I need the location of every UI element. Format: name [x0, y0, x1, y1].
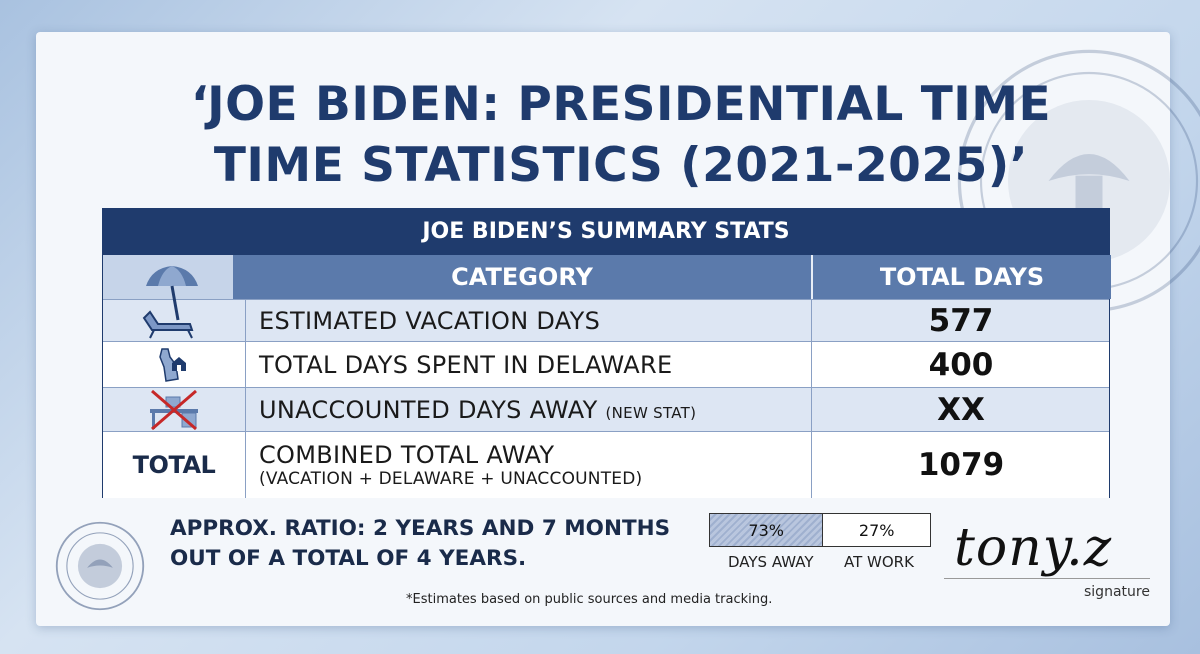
row-label-note: (VACATION + DELAWARE + UNACCOUNTED) — [259, 469, 643, 489]
ratio-line-2: OUT OF A TOTAL OF 4 YEARS. — [170, 546, 527, 571]
column-header-total-days: TOTAL DAYS — [811, 255, 1111, 299]
row-value: 1079 — [811, 432, 1110, 498]
signature-caption: signature — [1084, 584, 1150, 600]
ratio-line-1: APPROX. RATIO: 2 YEARS AND 7 MONTHS — [170, 516, 671, 541]
row-value: XX — [811, 388, 1110, 432]
ratio-bar-away-segment: 73% — [710, 514, 824, 546]
row-label: TOTAL DAYS SPENT IN DELAWARE — [259, 342, 672, 388]
row-label-note: (NEW STAT) — [605, 404, 697, 422]
total-sigma-icon: TOTAL — [132, 451, 216, 479]
table-row: ESTIMATED VACATION DAYS 577 — [103, 266, 1110, 342]
at-work-caption: AT WORK — [844, 553, 914, 571]
table-row: UNACCOUNTED DAYS AWAY (NEW STAT) XX — [103, 387, 1109, 432]
row-icon-cell: TOTAL — [103, 432, 246, 498]
ratio-bar-work-segment: 27% — [858, 520, 895, 540]
table-row: TOTAL DAYS SPENT IN DELAWARE 400 — [103, 341, 1109, 388]
summary-stats-table: JOE BIDEN’S SUMMARY STATS CATEGORY TOTAL… — [102, 208, 1111, 498]
signature-name: tony.z — [954, 518, 1113, 578]
row-label-text: ESTIMATED VACATION DAYS — [259, 307, 601, 335]
row-label-text: UNACCOUNTED DAYS AWAY — [259, 396, 598, 424]
row-label: COMBINED TOTAL AWAY (VACATION + DELAWARE… — [259, 432, 642, 498]
row-value: 577 — [811, 300, 1110, 342]
row-label: ESTIMATED VACATION DAYS — [259, 300, 600, 342]
signature-line — [944, 578, 1150, 579]
table-header: JOE BIDEN’S SUMMARY STATS — [103, 209, 1109, 255]
row-icon-cell — [103, 388, 246, 432]
beach-chair-umbrella-icon — [142, 266, 198, 339]
ratio-bar: 73% 27% — [709, 513, 931, 547]
column-header-category: CATEGORY — [233, 255, 811, 299]
title-line-2: TIME STATISTICS (2021-2025)’ — [213, 138, 1029, 193]
delaware-home-icon — [159, 348, 186, 382]
row-label-text: TOTAL DAYS SPENT IN DELAWARE — [259, 351, 673, 379]
footnote: *Estimates based on public sources and m… — [406, 592, 773, 607]
row-label: UNACCOUNTED DAYS AWAY (NEW STAT) — [259, 388, 696, 432]
days-away-caption: DAYS AWAY — [728, 553, 814, 571]
row-value: 400 — [811, 342, 1110, 388]
title-line-1: ‘JOE BIDEN: PRESIDENTIAL TIME — [190, 77, 1052, 132]
row-label-text: COMBINED TOTAL AWAY — [259, 441, 555, 469]
row-icon-cell — [103, 266, 246, 342]
table-row: TOTAL COMBINED TOTAL AWAY (VACATION + DE… — [103, 431, 1109, 498]
page-title: ‘JOE BIDEN: PRESIDENTIAL TIME TIME STATI… — [96, 74, 1146, 196]
row-icon-cell — [103, 342, 246, 388]
presidential-seal-icon — [55, 521, 145, 611]
empty-desk-crossed-icon — [150, 389, 198, 431]
ratio-text: APPROX. RATIO: 2 YEARS AND 7 MONTHS OUT … — [170, 514, 670, 574]
